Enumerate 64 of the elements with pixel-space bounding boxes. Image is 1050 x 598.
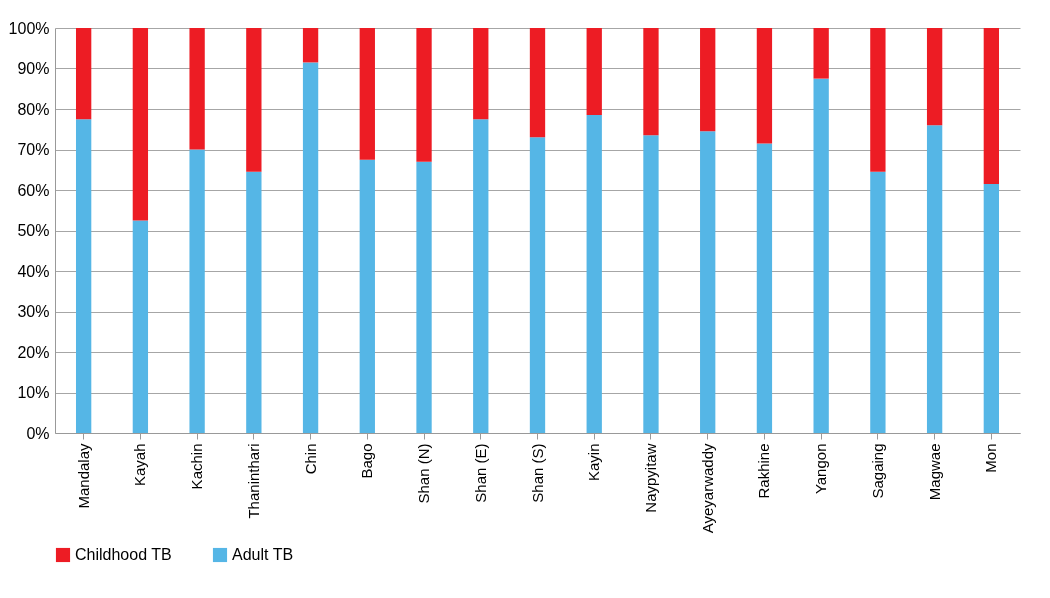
bar	[756, 28, 773, 144]
bar	[700, 28, 716, 132]
bar	[246, 171, 262, 433]
x-tick-label: Thaninthari	[244, 443, 262, 519]
bar	[473, 28, 489, 120]
bar	[75, 119, 92, 433]
legend-label: Childhood TB	[75, 546, 172, 563]
bar	[586, 28, 602, 116]
x-tick-label: Shan (E)	[471, 443, 489, 503]
bar	[756, 143, 773, 433]
bar	[870, 171, 886, 433]
y-tick-label: 100%	[8, 19, 50, 37]
y-tick-label: 70%	[17, 141, 50, 158]
x-tick-label: Bago	[358, 443, 376, 479]
x-tick-label: Mandalay	[74, 443, 92, 509]
legend-label: Adult TB	[232, 546, 294, 563]
bar	[246, 28, 262, 172]
bar	[926, 125, 943, 433]
bar	[359, 28, 375, 160]
x-tick-label: Chin	[301, 443, 319, 475]
bar	[302, 28, 319, 63]
x-tick-label: Mon	[982, 443, 1000, 473]
bar	[359, 159, 375, 433]
bar	[473, 119, 489, 433]
x-tick-label: Kachin	[188, 443, 206, 490]
bar	[983, 183, 1000, 433]
bar	[643, 135, 659, 433]
x-tick-label: Shan (S)	[528, 443, 546, 503]
x-tick-label: Kayin	[585, 443, 603, 482]
bar	[643, 28, 659, 136]
bar	[75, 28, 92, 120]
bar	[189, 149, 205, 433]
bar	[983, 28, 1000, 184]
bar	[813, 28, 829, 79]
y-tick-label: 60%	[17, 181, 50, 199]
bar	[302, 62, 319, 433]
bar	[586, 115, 602, 433]
x-tick-label: Naypyitaw	[641, 443, 659, 513]
bar	[416, 161, 432, 433]
bar	[132, 28, 149, 221]
y-tick-label: 10%	[17, 384, 50, 401]
y-tick-label: 50%	[17, 222, 50, 239]
bar	[189, 28, 205, 150]
x-tick-label: Yangon	[812, 443, 830, 495]
y-tick-label: 80%	[17, 100, 50, 118]
bar	[813, 78, 829, 433]
bar	[926, 28, 943, 126]
bar	[416, 28, 432, 162]
x-tick-label: Ayeyarwaddy	[698, 443, 716, 534]
y-tick-label: 90%	[17, 60, 50, 77]
y-tick-label: 40%	[17, 262, 50, 280]
bar	[529, 28, 546, 138]
bar	[132, 220, 149, 433]
bar	[700, 131, 716, 433]
x-tick-label: Shan (N)	[415, 443, 433, 504]
x-tick-label: Kayah	[131, 443, 149, 487]
x-tick-label: Sagaing	[868, 443, 886, 499]
bar	[870, 28, 886, 172]
y-tick-label: 0%	[26, 424, 50, 442]
x-tick-label: Rakhine	[755, 443, 773, 499]
x-tick-label: Magwae	[925, 443, 943, 501]
y-tick-label: 30%	[17, 303, 50, 320]
y-tick-label: 20%	[17, 343, 50, 361]
bar	[529, 137, 546, 433]
